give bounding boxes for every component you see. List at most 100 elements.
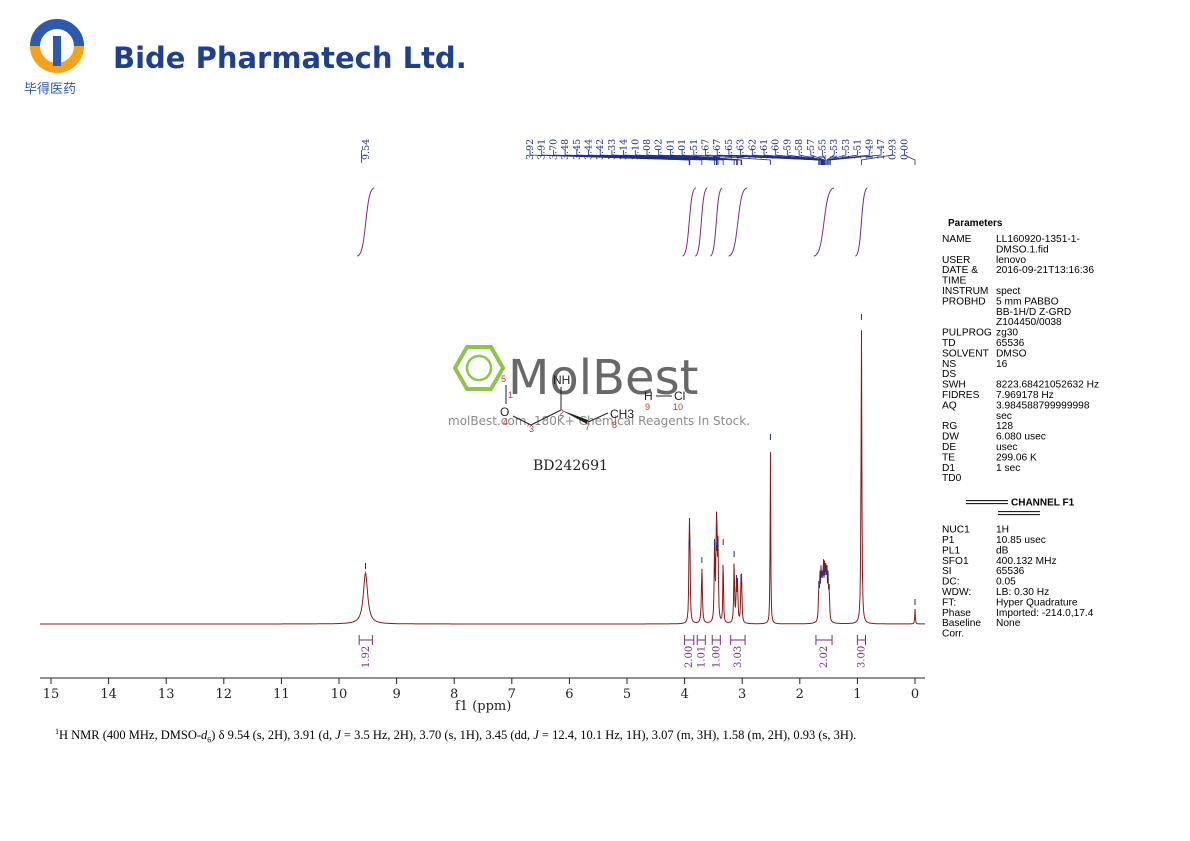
param-key: NS <box>942 359 956 370</box>
atom-number: 7 <box>585 422 590 432</box>
param-value: 2016-09-21T13:16:36 <box>996 265 1094 276</box>
param-key: NUC1 <box>942 525 970 536</box>
connector <box>681 150 743 165</box>
connector <box>798 150 825 165</box>
connector <box>787 150 824 165</box>
param-value: 16 <box>996 359 1008 370</box>
param-key: DS <box>942 369 956 380</box>
param-value: 65536 <box>996 338 1025 349</box>
peak-label: 1.63 <box>736 139 747 160</box>
integral-value: 1.00 <box>711 646 722 668</box>
peak-label: 1.61 <box>759 139 770 160</box>
parameters-panel: Parameters NAME LL160920-1351-1-DMSO.1.fi… <box>942 218 1099 640</box>
param-key: D1 <box>942 463 955 474</box>
param-value: LB: 0.30 Hz <box>996 587 1049 598</box>
connector <box>827 150 858 165</box>
peak-label: 1.65 <box>724 139 735 160</box>
peak-label: 3.45 <box>572 139 583 160</box>
integral-curves <box>356 187 868 257</box>
peak-label: 2.51 <box>689 139 700 160</box>
benzene-icon <box>452 345 506 391</box>
param-value: spect <box>996 286 1021 297</box>
atom-number: 2 <box>559 408 564 418</box>
peak-label: 1.55 <box>818 139 829 160</box>
integral-curve <box>813 187 835 257</box>
integral-value: 2.00 <box>684 646 695 668</box>
param-key: SFO1 <box>942 556 969 567</box>
param-key: DC: <box>942 577 960 588</box>
param-value: 8223.68421052632 Hz <box>996 380 1099 391</box>
peak-label: 1.51 <box>853 139 864 160</box>
param-key: INSTRUM <box>942 286 988 297</box>
watermark-tagline: molBest.com, 180K+ Chemical Reagents In … <box>448 414 750 428</box>
param-key: TD <box>942 338 956 349</box>
param-value: Z104450/0038 <box>996 317 1062 328</box>
param-value: 65536 <box>996 566 1025 577</box>
param-value: lenovo <box>996 255 1026 266</box>
param-value: 7.969178 Hz <box>996 390 1054 401</box>
integral-curve <box>356 187 375 257</box>
param-key: FIDRES <box>942 390 980 401</box>
param-key: Corr. <box>942 629 964 640</box>
connector <box>693 150 771 165</box>
param-key: WDW: <box>942 587 971 598</box>
connector <box>861 150 894 165</box>
param-value: 0.05 <box>996 577 1016 588</box>
atom-o: O <box>500 405 509 419</box>
peak-label: 1.59 <box>782 139 793 160</box>
param-key: NAME <box>942 234 972 245</box>
atom-h: H <box>644 389 653 403</box>
integral-curve <box>694 187 708 257</box>
molbest-watermark: MolBest molBest.com, 180K+ Chemical Reag… <box>448 345 750 428</box>
atom-number: 3 <box>529 424 534 434</box>
peak-label: 3.01 <box>677 139 688 160</box>
connector <box>763 150 823 165</box>
param-key: AQ <box>942 400 957 411</box>
param-key: SWH <box>942 380 966 391</box>
param-key: TD0 <box>942 473 962 484</box>
peak-label: 3.44 <box>584 139 595 160</box>
param-key: TIME <box>942 276 967 287</box>
peak-label: 1.49 <box>864 139 875 160</box>
peak-label: 1.53 <box>829 139 840 160</box>
peak-label: 9.54 <box>361 139 372 160</box>
param-value: 1 sec <box>996 463 1020 474</box>
param-key: RG <box>942 421 957 432</box>
peak-label: 3.10 <box>630 139 641 160</box>
company-name: Bide Pharmatech Ltd. <box>113 41 467 75</box>
param-value: Imported: -214.0,17.4 <box>996 608 1094 619</box>
param-value: BB-1H/D Z-GRD <box>996 307 1071 318</box>
channel-title: CHANNEL F1 <box>1011 498 1075 509</box>
param-key: Phase <box>942 608 971 619</box>
atom-number: 4 <box>503 417 508 427</box>
peak-label: 3.42 <box>595 139 606 160</box>
param-value: dB <box>996 545 1009 556</box>
company-logo: 毕得医药 Bide Pharmatech Ltd. <box>24 19 467 97</box>
connector <box>829 150 882 165</box>
param-key: FT: <box>942 597 956 608</box>
connector <box>822 150 827 165</box>
peak-label: 3.08 <box>642 139 653 160</box>
benzene-ring-inner-icon <box>465 354 493 382</box>
parameters-title: Parameters <box>948 218 1003 229</box>
x-tick-label: 15 <box>43 687 60 702</box>
connector <box>775 150 824 165</box>
param-value: 1H <box>996 525 1009 536</box>
atom-number: 5 <box>501 374 506 384</box>
atom-number: 8 <box>612 420 617 430</box>
peak-label: 3.33 <box>607 139 618 160</box>
peak-label: 3.70 <box>548 139 559 160</box>
x-tick-label: 13 <box>158 687 175 702</box>
atom-number: 10 <box>673 402 683 412</box>
atom-number: 9 <box>645 402 650 412</box>
peak-label-connectors <box>361 150 916 165</box>
connector <box>611 150 724 165</box>
param-key: P1 <box>942 535 955 546</box>
param-key: PROBHD <box>942 296 986 307</box>
peak-label: 1.53 <box>841 139 852 160</box>
x-tick-label: 9 <box>392 687 400 702</box>
peak-label: 3.02 <box>654 139 665 160</box>
integral-curve <box>854 187 868 257</box>
atom-number: 1 <box>508 390 513 400</box>
x-tick-label: 0 <box>911 687 919 702</box>
